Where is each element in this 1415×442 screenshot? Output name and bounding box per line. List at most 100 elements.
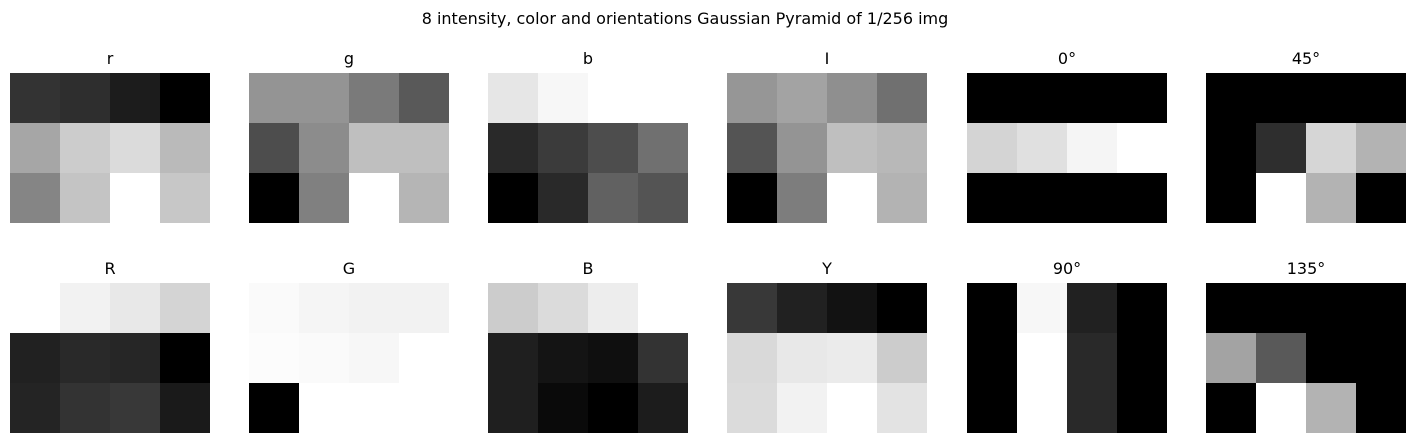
heatmap-cell (727, 123, 777, 173)
heatmap-cell (60, 173, 110, 223)
heatmap-cell (967, 123, 1017, 173)
panel-title: R (104, 259, 115, 278)
heatmap-cell (1306, 73, 1356, 123)
heatmap-cell (399, 173, 449, 223)
heatmap-cell (249, 383, 299, 433)
heatmap-cell (1256, 173, 1306, 223)
heatmap-cell (827, 73, 877, 123)
heatmap-cell (538, 73, 588, 123)
heatmap-cell (588, 73, 638, 123)
heatmap-cell (349, 73, 399, 123)
panel-title: G (343, 259, 355, 278)
heatmap-cell (538, 383, 588, 433)
heatmap-cell (777, 333, 827, 383)
heatmap-cell (160, 173, 210, 223)
heatmap-cell (1256, 123, 1306, 173)
heatmap-cell (827, 283, 877, 333)
heatmap-cell (1017, 383, 1067, 433)
heatmap-cell (1117, 173, 1167, 223)
heatmap-cell (1356, 123, 1406, 173)
heatmap-cell (249, 333, 299, 383)
heatmap-cell (249, 73, 299, 123)
heatmap-cell (1117, 383, 1167, 433)
heatmap-cell (1256, 73, 1306, 123)
heatmap-cell (877, 173, 927, 223)
heatmap-cell (299, 283, 349, 333)
heatmap-cell (110, 73, 160, 123)
heatmap-cell (588, 283, 638, 333)
heatmap-cell (488, 383, 538, 433)
heatmap-panel: R (10, 259, 210, 433)
heatmap-cell (110, 333, 160, 383)
panel-title: b (583, 49, 593, 68)
heatmap-cell (827, 123, 877, 173)
heatmap-cell (1206, 383, 1256, 433)
heatmap-cell (727, 283, 777, 333)
heatmap-cell (399, 123, 449, 173)
panel-title: g (344, 49, 354, 68)
heatmap-cell (399, 333, 449, 383)
heatmap-cell (10, 333, 60, 383)
heatmap-cell (299, 333, 349, 383)
heatmap-cell (588, 123, 638, 173)
heatmap-cell (10, 73, 60, 123)
heatmap-panel: g (249, 49, 449, 223)
heatmap-cell (777, 173, 827, 223)
heatmap-cell (299, 173, 349, 223)
figure-title: 8 intensity, color and orientations Gaus… (422, 9, 949, 28)
heatmap-cell (538, 123, 588, 173)
heatmap-cell (877, 123, 927, 173)
heatmap-cell (1117, 283, 1167, 333)
panel-title: B (583, 259, 594, 278)
heatmap-cell (638, 283, 688, 333)
heatmap-cell (827, 333, 877, 383)
heatmap-cell (1067, 333, 1117, 383)
heatmap-cell (349, 383, 399, 433)
heatmap-cell (110, 123, 160, 173)
heatmap-cell (488, 333, 538, 383)
heatmap-cell (638, 173, 688, 223)
heatmap-cell (399, 383, 449, 433)
heatmap-cell (1117, 73, 1167, 123)
panel-title: r (107, 49, 114, 68)
heatmap-cell (1206, 283, 1256, 333)
panel-title: 90° (1053, 259, 1081, 278)
heatmap-cell (349, 333, 399, 383)
heatmap-cell (160, 283, 210, 333)
heatmap-cell (1067, 383, 1117, 433)
heatmap-cell (1017, 173, 1067, 223)
heatmap-cell (967, 383, 1017, 433)
heatmap-cell (399, 73, 449, 123)
heatmap-cell (10, 283, 60, 333)
heatmap-cell (827, 173, 877, 223)
heatmap-cell (349, 173, 399, 223)
heatmap-cell (299, 73, 349, 123)
heatmap-cell (1256, 333, 1306, 383)
heatmap-cell (1306, 333, 1356, 383)
heatmap-cell (777, 73, 827, 123)
heatmap-cell (488, 283, 538, 333)
heatmap-cell (1017, 283, 1067, 333)
heatmap-cell (160, 383, 210, 433)
heatmap-cell (1306, 383, 1356, 433)
panel-title: I (825, 49, 830, 68)
panel-title: 135° (1287, 259, 1326, 278)
heatmap-cell (538, 333, 588, 383)
heatmap-cell (727, 173, 777, 223)
heatmap-cell (1067, 123, 1117, 173)
heatmap-cell (488, 173, 538, 223)
heatmap-cell (877, 73, 927, 123)
heatmap-cell (538, 283, 588, 333)
heatmap-cell (1356, 383, 1406, 433)
heatmap-cell (1356, 173, 1406, 223)
heatmap-cell (1017, 333, 1067, 383)
heatmap-cell (777, 383, 827, 433)
heatmap-cell (1256, 283, 1306, 333)
heatmap-cell (638, 123, 688, 173)
heatmap-cell (638, 333, 688, 383)
heatmap-panel: b (488, 49, 688, 223)
heatmap-cell (1256, 383, 1306, 433)
heatmap-cell (60, 333, 110, 383)
heatmap-cell (488, 123, 538, 173)
heatmap-cell (1067, 173, 1117, 223)
